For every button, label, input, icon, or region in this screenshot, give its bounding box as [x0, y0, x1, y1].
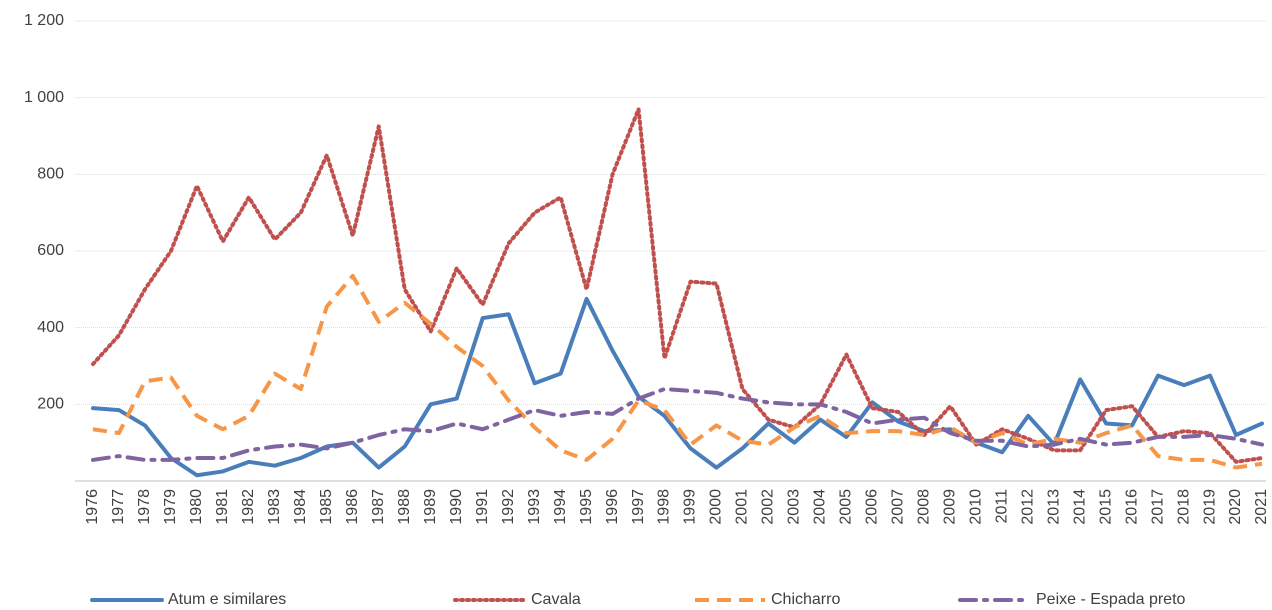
x-tick-label: 2003	[786, 489, 803, 525]
y-tick-label: 200	[37, 396, 64, 413]
x-tick-label: 1993	[526, 489, 543, 525]
x-tick-label: 2013	[1045, 489, 1062, 525]
x-tick-label: 1979	[162, 489, 179, 525]
legend-label: Chicharro	[771, 591, 840, 608]
series-line	[91, 296, 1264, 478]
x-tick-label: 2019	[1201, 489, 1218, 525]
x-tick-label: 2011	[993, 489, 1010, 524]
x-tick-label: 1992	[500, 489, 517, 525]
x-tick-label: 2020	[1227, 489, 1244, 525]
legend-label: Peixe - Espada preto	[1036, 591, 1186, 608]
legend-label: Cavala	[531, 591, 581, 608]
x-tick-label: 2010	[967, 489, 984, 525]
x-tick-label: 1996	[604, 489, 621, 525]
x-tick-label: 1977	[110, 489, 127, 525]
series-line	[91, 387, 1264, 462]
x-tick-label: 1982	[240, 489, 257, 525]
x-tick-label: 2012	[1019, 489, 1036, 525]
legend-label: Atum e similares	[168, 591, 286, 608]
x-tick-label: 2001	[734, 489, 751, 525]
x-tick-label: 1984	[292, 489, 309, 525]
x-tick-label: 2000	[708, 489, 725, 525]
x-tick-label: 1998	[656, 489, 673, 525]
x-tick-label: 1995	[578, 489, 595, 525]
x-tick-label: 1994	[552, 489, 569, 525]
x-tick-label: 1988	[396, 489, 413, 525]
x-tick-label: 1999	[682, 489, 699, 525]
x-tick-label: 1987	[370, 489, 387, 525]
x-tick-label: 2015	[1097, 489, 1114, 525]
y-tick-label: 800	[37, 166, 64, 183]
y-tick-label: 1 000	[24, 89, 64, 106]
x-tick-label: 2017	[1149, 489, 1166, 525]
x-tick-label: 2005	[838, 489, 855, 525]
x-tick-label: 1980	[188, 489, 205, 525]
series-line	[91, 107, 1264, 464]
x-tick-label: 2018	[1175, 489, 1192, 525]
x-tick-label: 1989	[422, 489, 439, 525]
x-tick-label: 1985	[318, 489, 335, 525]
y-tick-label: 600	[37, 242, 64, 259]
x-tick-label: 2004	[812, 489, 829, 525]
x-tick-label: 2021	[1253, 489, 1270, 525]
x-tick-label: 1997	[630, 489, 647, 525]
x-tick-label: 1981	[214, 489, 231, 525]
x-tick-label: 1978	[136, 489, 153, 525]
x-tick-label: 2007	[890, 489, 907, 525]
x-tick-label: 2016	[1123, 489, 1140, 525]
x-tick-label: 1990	[448, 489, 465, 525]
x-tick-label: 2006	[864, 489, 881, 525]
x-tick-label: 2009	[941, 489, 958, 525]
y-tick-label: 400	[37, 319, 64, 336]
x-tick-label: 1991	[474, 489, 491, 525]
x-tick-label: 1983	[266, 489, 283, 525]
y-tick-label: 1 200	[24, 12, 64, 29]
x-tick-label: 1976	[84, 489, 101, 525]
x-tick-label: 2008	[916, 489, 933, 525]
x-tick-label: 2002	[760, 489, 777, 525]
x-tick-label: 2014	[1071, 489, 1088, 525]
x-tick-label: 1986	[344, 489, 361, 525]
